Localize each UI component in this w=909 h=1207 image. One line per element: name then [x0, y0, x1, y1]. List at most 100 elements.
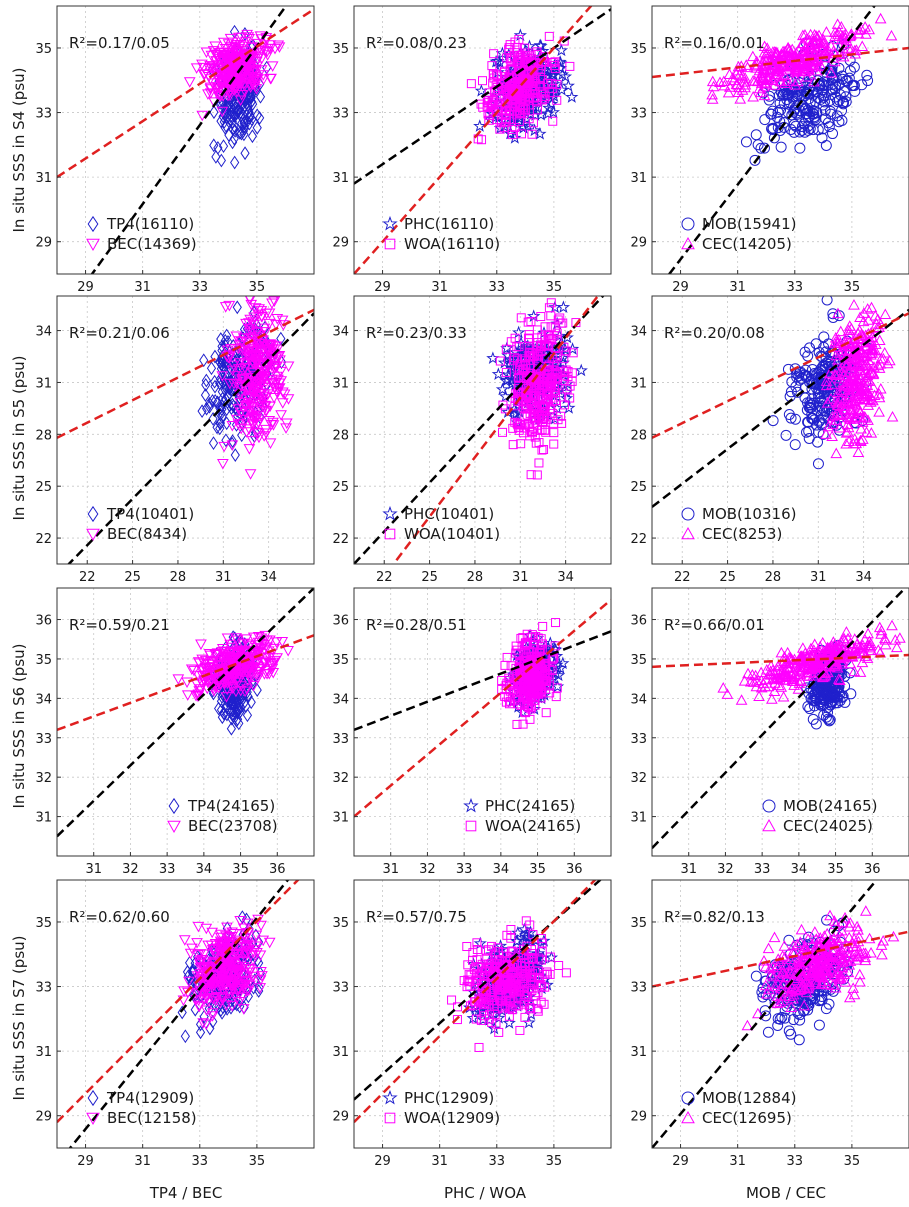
- data-point: [242, 345, 255, 356]
- data-point: [518, 719, 528, 729]
- data-point: [208, 686, 220, 697]
- data-point: [216, 371, 229, 382]
- data-point: [830, 335, 842, 346]
- data-point: [499, 374, 513, 387]
- data-point: [527, 129, 537, 139]
- data-point: [854, 360, 866, 371]
- data-point: [202, 89, 214, 100]
- data-point: [885, 29, 898, 41]
- data-point: [800, 41, 812, 53]
- data-point: [833, 347, 846, 358]
- data-point: [227, 711, 237, 726]
- data-point: [758, 142, 770, 154]
- data-point: [510, 353, 520, 363]
- legend-marker: [382, 505, 398, 521]
- data-point: [706, 88, 718, 100]
- data-point: [243, 328, 256, 339]
- y-tick-label: 31: [35, 171, 52, 186]
- data-point: [877, 352, 890, 364]
- data-point: [533, 420, 543, 430]
- data-point: [526, 675, 536, 685]
- fit-line-red: [354, 598, 611, 818]
- data-point: [541, 661, 551, 671]
- data-point: [830, 79, 842, 91]
- data-point: [233, 669, 246, 681]
- data-point: [208, 411, 218, 426]
- data-point: [749, 154, 761, 166]
- data-point: [822, 420, 835, 432]
- data-point: [829, 26, 841, 38]
- legend-marker: [87, 215, 99, 233]
- y-tick-label: 35: [35, 653, 52, 668]
- data-point: [222, 652, 235, 664]
- fit-line-black: [652, 308, 909, 508]
- data-point: [826, 378, 838, 390]
- data-point: [722, 86, 735, 98]
- data-point: [280, 423, 292, 434]
- data-point: [886, 410, 899, 422]
- plot-frame: [56, 587, 315, 857]
- data-point: [811, 687, 823, 699]
- data-point: [802, 397, 814, 409]
- data-point: [230, 331, 243, 343]
- data-point: [865, 427, 878, 438]
- data-point: [768, 55, 781, 67]
- data-point: [845, 375, 857, 387]
- data-point: [242, 708, 253, 723]
- data-point: [240, 694, 250, 709]
- data-point: [236, 691, 246, 706]
- row-y-labels: In situ SSS in S4 (psu) In situ SSS in S…: [10, 68, 28, 1101]
- data-point: [852, 347, 865, 359]
- data-point: [717, 75, 730, 87]
- y-tick-label: 31: [332, 811, 349, 826]
- data-point: [546, 393, 556, 403]
- data-point: [774, 70, 786, 82]
- data-point: [706, 75, 719, 87]
- data-point: [501, 367, 511, 377]
- data-point: [861, 369, 874, 381]
- data-point: [766, 693, 778, 704]
- y-tick-label: 32: [332, 771, 349, 786]
- data-point: [536, 312, 546, 322]
- data-point: [199, 353, 209, 368]
- data-point: [210, 84, 223, 95]
- data-point: [860, 340, 872, 351]
- y-tick-label: 34: [332, 325, 349, 340]
- data-point: [278, 389, 291, 401]
- data-point: [280, 418, 293, 430]
- data-point: [266, 61, 279, 72]
- data-point: [247, 65, 260, 76]
- data-point: [544, 341, 554, 351]
- data-point: [862, 414, 874, 425]
- fit-line-black: [57, 588, 314, 838]
- data-point: [217, 690, 227, 704]
- data-point: [849, 410, 862, 422]
- data-point: [817, 36, 830, 48]
- data-point: [507, 679, 517, 689]
- scatter-points: [486, 298, 588, 480]
- data-point: [517, 642, 527, 652]
- legend-marker: [86, 238, 100, 252]
- data-point: [263, 318, 276, 330]
- data-point: [220, 105, 230, 120]
- data-point: [844, 657, 857, 669]
- data-point: [857, 315, 870, 327]
- data-point: [858, 633, 871, 645]
- data-point: [552, 328, 562, 338]
- data-point: [251, 61, 263, 73]
- data-point: [236, 645, 249, 657]
- data-point: [501, 685, 511, 695]
- data-point: [548, 116, 558, 126]
- y-tick-label: 36: [332, 614, 349, 629]
- data-point: [550, 387, 560, 397]
- fit-line-black: [354, 8, 611, 185]
- data-point: [846, 80, 858, 92]
- x-tick-label: 22: [674, 570, 691, 585]
- data-point: [845, 340, 857, 352]
- data-point: [838, 45, 851, 56]
- data-point: [501, 697, 511, 707]
- data-point: [247, 76, 259, 87]
- r-squared-label: R²=0.20/0.08: [664, 324, 765, 342]
- data-point: [263, 351, 276, 362]
